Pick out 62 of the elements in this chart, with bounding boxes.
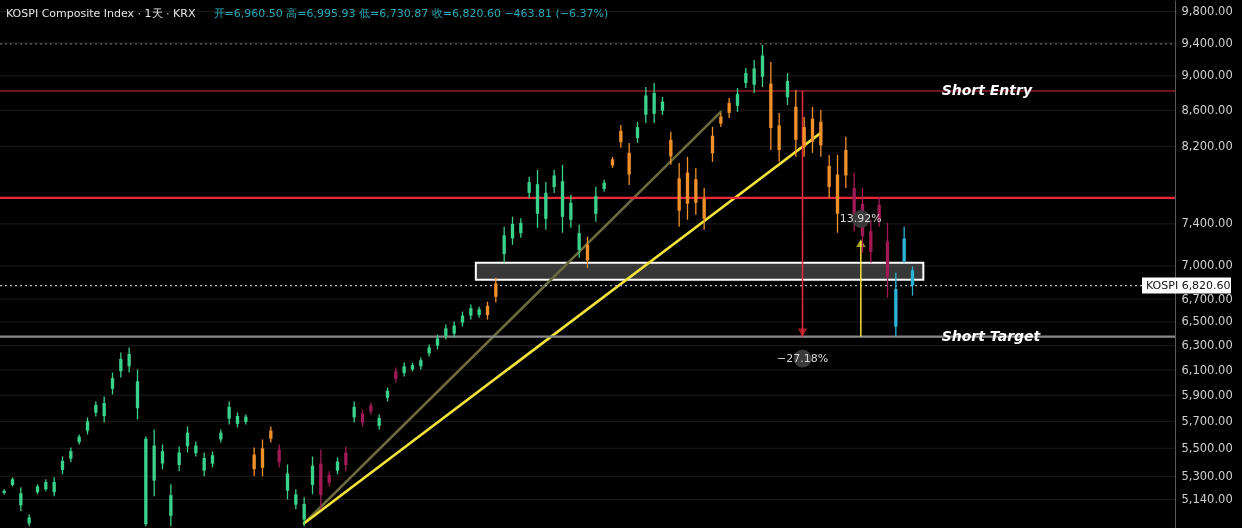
y-tick-label: 5,140.00 xyxy=(1181,492,1233,507)
y-tick-label: 9,000.00 xyxy=(1181,68,1233,83)
candlestick xyxy=(827,154,831,199)
y-tick-label: 5,900.00 xyxy=(1181,387,1233,402)
candlestick xyxy=(910,265,915,297)
annotation: 13.92% xyxy=(839,212,882,225)
candlestick xyxy=(735,87,740,113)
candlestick xyxy=(169,483,173,527)
ref-line-label: Short Target xyxy=(941,327,1042,344)
candlestick xyxy=(635,121,640,144)
candlestick xyxy=(669,131,673,166)
y-tick-label: 7,000.00 xyxy=(1181,258,1233,273)
y-tick-label: 5,300.00 xyxy=(1181,468,1233,483)
candlestick xyxy=(744,67,748,89)
ref-line-label: KOSPI 6,820.60 xyxy=(1146,278,1231,292)
candlestick xyxy=(694,167,698,216)
y-tick-label: 5,500.00 xyxy=(1181,440,1233,455)
y-tick-label: 9,800.00 xyxy=(1181,3,1233,18)
candlestick xyxy=(227,400,231,426)
candlestick xyxy=(294,488,298,510)
candlestick xyxy=(810,106,815,154)
candlestick xyxy=(752,59,756,94)
candlestick xyxy=(594,186,598,223)
candlestick xyxy=(702,187,706,231)
candlestick xyxy=(119,351,123,379)
candlestick xyxy=(344,445,348,473)
candlestick xyxy=(619,124,623,149)
candlestick xyxy=(202,451,206,477)
text: 开=6,960.50 高=6,995.93 低=6,730.87 收=6,820.60 −463.81 (−6.37%) xyxy=(213,7,609,20)
y-tick-label: 5,700.00 xyxy=(1181,413,1233,428)
candlestick xyxy=(552,169,556,194)
candlestick xyxy=(160,443,165,471)
candlestick xyxy=(260,438,265,477)
candlestick xyxy=(502,226,506,264)
y-tick-label: 8,600.00 xyxy=(1181,102,1233,117)
candlestick xyxy=(527,176,531,199)
candlestick xyxy=(819,109,823,158)
y-tick-label: 7,400.00 xyxy=(1181,216,1233,231)
ref-line-label: Short Entry xyxy=(941,81,1033,98)
candlestick xyxy=(285,463,290,501)
y-tick-label: 6,500.00 xyxy=(1181,314,1233,329)
candlestick xyxy=(494,277,498,304)
candlestick xyxy=(177,445,181,473)
candlestick xyxy=(110,371,115,396)
candlestick xyxy=(569,194,573,229)
y-tick-label: 9,400.00 xyxy=(1181,35,1233,50)
y-tick-label: 6,300.00 xyxy=(1181,338,1233,353)
y-tick-label: 8,200.00 xyxy=(1181,138,1233,153)
candlestick xyxy=(302,496,306,527)
text: KOSPI Composite Index · 1天 · KRX xyxy=(6,7,196,20)
candlestick xyxy=(519,217,523,239)
candlestick xyxy=(644,86,648,124)
candlestick xyxy=(652,82,656,124)
y-tick-label: 6,100.00 xyxy=(1181,362,1233,377)
annotation: −27.18% xyxy=(776,351,829,365)
candlestick xyxy=(19,486,23,512)
candlestick xyxy=(802,116,806,158)
candlestick xyxy=(585,236,590,269)
candlestick xyxy=(902,226,906,264)
y-tick-label: 6,700.00 xyxy=(1181,291,1233,306)
candlestick xyxy=(127,346,131,374)
candlestick xyxy=(577,224,581,259)
